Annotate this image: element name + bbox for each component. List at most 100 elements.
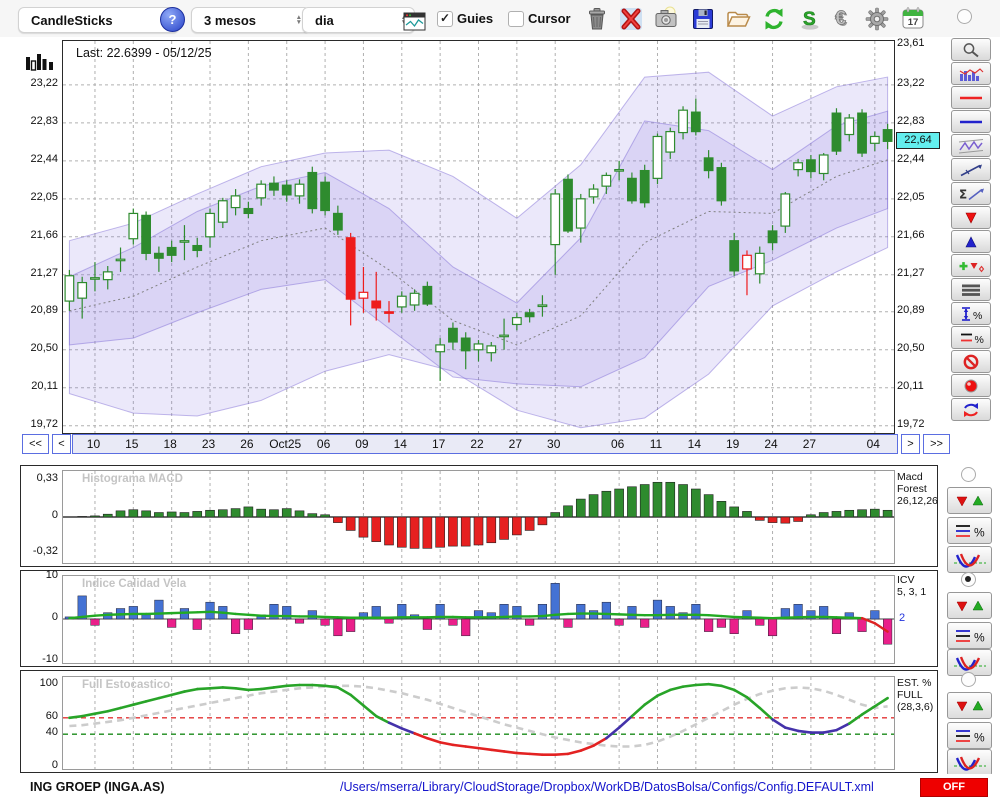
date-tick-label: 23 xyxy=(201,437,216,451)
period-value: 3 mesos xyxy=(204,12,257,28)
save-floppy-icon[interactable] xyxy=(689,5,717,32)
date-tick-label: 22 xyxy=(470,437,484,451)
nav-next-button[interactable]: > xyxy=(901,434,920,454)
svg-text:€: € xyxy=(837,9,848,31)
date-tick-label: 06 xyxy=(316,437,331,451)
macd-axis-label: -0,32 xyxy=(32,544,58,557)
guies-checkbox[interactable]: ✓ xyxy=(437,11,453,27)
camera-icon[interactable] xyxy=(652,5,680,32)
icv-title: Indice Calidad Vela xyxy=(82,578,187,590)
price-axis-label: 22,44 xyxy=(897,152,925,165)
price-axis-label: 23,22 xyxy=(30,76,58,89)
blue-up-arrow-button[interactable] xyxy=(951,230,991,253)
candlestick-plot[interactable] xyxy=(62,40,895,434)
price-axis-label: 20,89 xyxy=(897,303,925,316)
no-entry-button[interactable] xyxy=(951,350,991,373)
date-tick-label: 11 xyxy=(649,437,663,451)
indicator-preview-button[interactable] xyxy=(951,62,991,85)
zigzag-channel-button[interactable] xyxy=(951,134,991,157)
icv-right-labels: ICV 5, 3, 1 xyxy=(897,574,927,598)
delete-red-x-icon[interactable] xyxy=(617,5,645,32)
date-axis-strip[interactable]: 10 15 18 23 26 Oct25 06 09 14 17 22 27 30 06 11 14 19 24 2… xyxy=(72,434,898,454)
macd-plot[interactable] xyxy=(62,470,895,564)
help-label: ? xyxy=(168,12,177,27)
date-tick-label: 26 xyxy=(240,437,254,451)
stochastic-title: Full Estocastico xyxy=(82,679,171,691)
help-button[interactable]: ? xyxy=(160,7,185,32)
record-dot-button[interactable] xyxy=(951,374,991,397)
price-axis-label: 19,72 xyxy=(897,417,925,430)
stochastic-select-radio[interactable] xyxy=(961,672,976,687)
list-lines-button[interactable] xyxy=(951,278,991,301)
trash-icon[interactable] xyxy=(583,5,611,32)
svg-text:%: % xyxy=(974,730,985,744)
stochastic-curve-button[interactable] xyxy=(947,749,992,776)
icv-plot[interactable] xyxy=(62,575,895,664)
red-horizontal-line-button[interactable] xyxy=(951,86,991,109)
date-tick-label: Oct25 xyxy=(269,437,302,451)
price-axis-label: 22,83 xyxy=(30,114,58,127)
icv-levels-percent-button[interactable]: % xyxy=(947,622,992,649)
trendline-arrow-button[interactable] xyxy=(951,158,991,181)
zoom-magnifier-button[interactable] xyxy=(951,38,991,61)
icv-select-radio[interactable] xyxy=(961,572,976,587)
price-axis-label: 20,50 xyxy=(30,341,58,354)
macd-right-labels: Macd Forest 26,12,26 xyxy=(897,471,938,507)
chart-type-select[interactable]: CandleSticks ▲▼ xyxy=(18,7,179,33)
svg-text:S: S xyxy=(803,9,816,30)
off-status-badge[interactable]: OFF xyxy=(920,778,988,797)
main-panel-radio[interactable] xyxy=(957,9,972,24)
svg-text:%: % xyxy=(975,334,984,346)
symbol-label: ING GROEP (INGA.AS) xyxy=(30,780,165,794)
stochastic-axis-label: 60 xyxy=(45,709,58,722)
euro-icon[interactable]: € € xyxy=(830,5,858,32)
date-tick-label: 30 xyxy=(547,437,561,451)
price-axis-label: 22,44 xyxy=(30,152,58,165)
price-axis-label: 20,89 xyxy=(30,303,58,316)
vertical-range-percent-button[interactable]: % xyxy=(951,302,991,325)
date-tick-label: 10 xyxy=(86,437,101,451)
nav-prev-button[interactable]: < xyxy=(52,434,71,454)
period-select[interactable]: 3 mesos ▲ ▼ xyxy=(191,7,310,33)
macd-arrows-button[interactable] xyxy=(947,487,992,514)
blue-horizontal-line-button[interactable] xyxy=(951,110,991,133)
sigma-trendline-button[interactable]: Σ xyxy=(951,182,991,205)
add-signal-marker-button[interactable] xyxy=(951,254,991,277)
macd-title: Histograma MACD xyxy=(82,473,183,485)
stochastic-axis-label: 0 xyxy=(51,759,58,771)
svg-text:%: % xyxy=(973,310,982,322)
date-tick-label: 14 xyxy=(687,437,701,451)
date-tick-label: 15 xyxy=(125,437,139,451)
calendar-icon[interactable]: 17 xyxy=(899,5,927,32)
macd-levels-percent-button[interactable]: % xyxy=(947,517,992,544)
nav-first-button[interactable]: << xyxy=(22,434,49,454)
sync-currency-icon[interactable]: S xyxy=(796,5,824,32)
refresh-green-icon[interactable] xyxy=(760,5,788,32)
interval-select[interactable]: dia ▲▼ xyxy=(302,7,415,33)
red-down-arrow-button[interactable] xyxy=(951,206,991,229)
current-price-tag: 22,64 xyxy=(896,132,940,150)
stochastic-arrows-button[interactable] xyxy=(947,692,992,719)
stochastic-levels-percent-button[interactable]: % xyxy=(947,722,992,749)
config-path-link[interactable]: /Users/mserra/Library/CloudStorage/Dropb… xyxy=(340,780,874,794)
toolbar: CandleSticks ▲▼ ? 3 mesos ▲▼ dia ▲▼ ✓ Gu… xyxy=(0,0,1000,37)
cursor-checkbox[interactable] xyxy=(508,11,524,27)
chart-type-value: CandleSticks xyxy=(31,12,113,28)
svg-text:€: € xyxy=(835,7,846,29)
stochastic-plot[interactable] xyxy=(62,676,895,770)
macd-curve-button[interactable] xyxy=(947,546,992,573)
open-folder-icon[interactable] xyxy=(724,5,752,32)
svg-text:%: % xyxy=(974,630,985,644)
check-mark: ✓ xyxy=(439,11,451,25)
swap-arrows-button[interactable] xyxy=(951,398,991,421)
settings-gear-icon[interactable] xyxy=(863,5,891,32)
macd-select-radio[interactable] xyxy=(961,467,976,482)
mini-chart-icon[interactable] xyxy=(400,8,428,35)
nav-last-button[interactable]: >> xyxy=(923,434,950,454)
interval-value: dia xyxy=(315,12,334,28)
levels-percent-button[interactable]: % xyxy=(951,326,991,349)
date-tick-label: 06 xyxy=(610,437,625,451)
price-axis-label: 20,11 xyxy=(31,379,58,392)
icv-axis-label: -10 xyxy=(42,653,58,665)
icv-arrows-button[interactable] xyxy=(947,592,992,619)
